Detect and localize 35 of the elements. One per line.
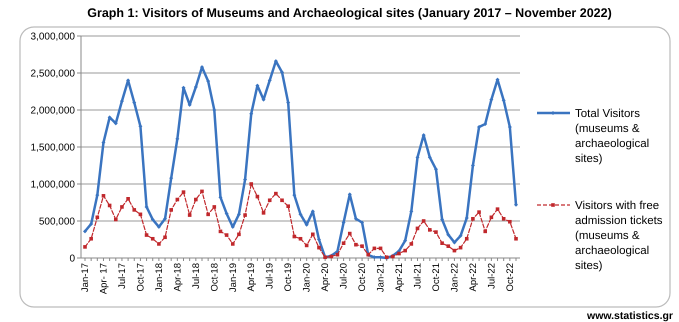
y-tick-label: 2,500,000 <box>30 68 76 80</box>
x-tick-label: Jan-17 <box>80 263 91 292</box>
legend-label: Total Visitors (museums & archaeological sites) <box>575 108 650 165</box>
x-tick-label: Oct-19 <box>283 263 294 292</box>
x-tick-label: Oct-17 <box>135 263 146 292</box>
x-tick-label: Jan-22 <box>449 263 460 292</box>
x-tick-label: Jul-19 <box>264 263 276 289</box>
x-tick-label: Apr-18 <box>172 263 184 292</box>
y-tick-label: 1,000,000 <box>30 180 76 190</box>
x-tick-label: Jan-18 <box>154 263 165 292</box>
y-tick-label: 3,000,000 <box>30 32 76 42</box>
x-tick-label: Jul-20 <box>338 263 350 289</box>
x-tick-label: Oct-20 <box>357 263 368 292</box>
y-tick-label: 0 <box>69 254 76 264</box>
legend-label: Visitors with free admission tickets (museums & archaeological sites) <box>575 200 663 272</box>
x-tick-label: Jul-18 <box>190 263 202 289</box>
x-tick-label: Oct-22 <box>504 263 516 292</box>
chart-title: Graph 1: Visitors of Museums and Archaeological sites (January 2017 – November 2022) <box>87 6 612 20</box>
x-tick-label: Oct-18 <box>209 263 220 292</box>
x-tick-label: Oct-21 <box>430 263 442 292</box>
x-tick-label: Jul-17 <box>116 263 128 289</box>
x-tick-label: Apr-20 <box>320 263 332 292</box>
x-tick-label: Jan-19 <box>228 263 239 292</box>
x-tick-label: Jan-21 <box>376 263 387 292</box>
x-tick-label: Apr-21 <box>394 263 406 292</box>
y-tick-label: 2,000,000 <box>30 106 76 116</box>
x-tick-label: Apr- 17 <box>98 263 110 294</box>
x-tick-label: Jul-21 <box>412 263 424 289</box>
x-tick-label: Jul-22 <box>486 263 498 289</box>
y-tick-label: 1,500,000 <box>30 142 76 154</box>
x-tick-label: Jan-20 <box>302 263 313 292</box>
x-tick-label: Apr-19 <box>246 263 258 292</box>
text: www.statistics.gr <box>586 310 673 322</box>
y-tick-label: 500,000 <box>38 216 76 228</box>
x-tick-label: Apr-22 <box>468 263 479 292</box>
